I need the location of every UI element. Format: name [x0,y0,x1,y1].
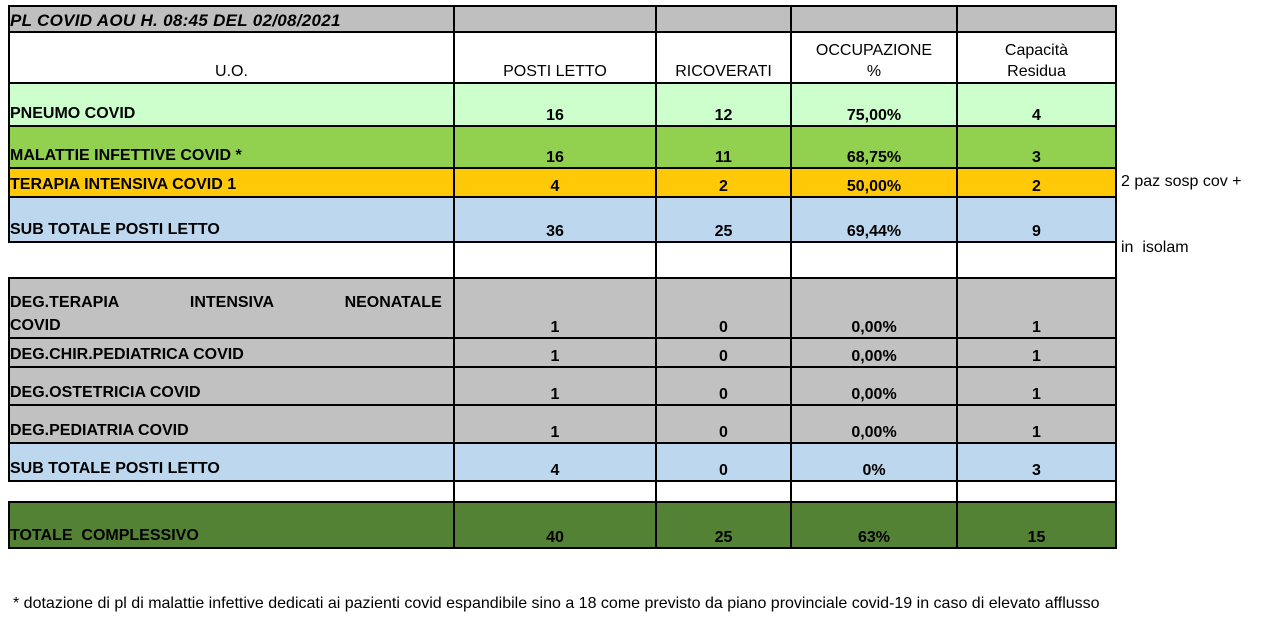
posti-letto-cell: 1 [453,366,657,406]
blank-cell [8,480,455,503]
table-row-ostetricia: DEG.OSTETRICIA COVID 1 0 0,00% 1 [8,366,1117,406]
column-header-capacita: Capacità Residua [956,31,1117,84]
uo-cell: DEG.PEDIATRIA COVID [8,404,455,444]
blank-cell [453,241,657,279]
capacita-cell: 15 [956,501,1117,549]
column-header-uo: U.O. [8,31,455,84]
posti-letto-cell: 1 [453,277,657,339]
capacita-cell: 2 [956,167,1117,198]
covid-beds-table: PL COVID AOU H. 08:45 DEL 02/08/2021 U.O… [8,5,1117,549]
table-row-terapia-intensiva: TERAPIA INTENSIVA COVID 1 4 2 50,00% 2 [8,167,1117,198]
capacita-cell: 3 [956,442,1117,482]
occupazione-cell: 0% [790,442,958,482]
capacita-cell: 4 [956,82,1117,127]
posti-letto-cell: 1 [453,404,657,444]
uo-cell: TOTALE COMPLESSIVO [8,501,455,549]
side-note-line2: in isolam [1121,239,1189,256]
posti-letto-cell: 16 [453,82,657,127]
ricoverati-cell: 25 [655,196,792,243]
ricoverati-cell: 12 [655,82,792,127]
blank-cell [790,241,958,279]
title-spacer-cell [956,5,1117,33]
uo-cell: TERAPIA INTENSIVA COVID 1 [8,167,455,198]
title-spacer-cell [790,5,958,33]
occupazione-cell: 50,00% [790,167,958,198]
capacita-header-line1: Capacità [1004,42,1069,59]
title-spacer-cell [655,5,792,33]
table-row-chir-pediatrica: DEG.CHIR.PEDIATRICA COVID 1 0 0,00% 1 [8,337,1117,368]
occupazione-cell: 0,00% [790,404,958,444]
uo-cell: PNEUMO COVID [8,82,455,127]
occupazione-cell: 0,00% [790,337,958,368]
blank-cell [453,480,657,503]
title-spacer-cell [453,5,657,33]
uo-cell: DEG.TERAPIA INTENSIVA NEONATALE COVID [8,277,455,339]
side-note: 2 paz sosp cov + in isolam [1121,127,1267,281]
spacer-row [8,241,1117,279]
occupazione-header-line1: OCCUPAZIONE [815,42,933,59]
posti-letto-cell: 40 [453,501,657,549]
table-row-pneumo-covid: PNEUMO COVID 16 12 75,00% 4 [8,82,1117,127]
capacita-cell: 1 [956,404,1117,444]
ricoverati-cell: 25 [655,501,792,549]
spacer-row [8,480,1117,503]
occupazione-header-line2: % [866,63,882,80]
ricoverati-cell: 11 [655,125,792,169]
capacita-cell: 1 [956,366,1117,406]
uo-cell: SUB TOTALE POSTI LETTO [8,196,455,243]
blank-cell [956,241,1117,279]
ricoverati-cell: 0 [655,404,792,444]
posti-letto-cell: 36 [453,196,657,243]
column-header-posti-letto: POSTI LETTO [453,31,657,84]
table-row-malattie-infettive: MALATTIE INFETTIVE COVID * 16 11 68,75% … [8,125,1117,169]
occupazione-cell: 75,00% [790,82,958,127]
blank-cell [790,480,958,503]
uo-cell: DEG.OSTETRICIA COVID [8,366,455,406]
table-row-pediatria: DEG.PEDIATRIA COVID 1 0 0,00% 1 [8,404,1117,444]
column-header-ricoverati: RICOVERATI [655,31,792,84]
blank-cell [655,480,792,503]
column-header-occupazione: OCCUPAZIONE % [790,31,958,84]
occupazione-cell: 0,00% [790,277,958,339]
capacita-cell: 3 [956,125,1117,169]
blank-cell [956,480,1117,503]
capacita-cell: 9 [956,196,1117,243]
posti-letto-cell: 4 [453,167,657,198]
side-note-line1: 2 paz sosp cov + [1121,173,1242,190]
uo-cell: DEG.CHIR.PEDIATRICA COVID [8,337,455,368]
posti-letto-cell: 16 [453,125,657,169]
ricoverati-cell: 0 [655,366,792,406]
header-row: U.O. POSTI LETTO RICOVERATI OCCUPAZIONE … [8,31,1117,84]
occupazione-cell: 63% [790,501,958,549]
ricoverati-cell: 0 [655,277,792,339]
ricoverati-cell: 0 [655,337,792,368]
ricoverati-cell: 0 [655,442,792,482]
table-row-totale-complessivo: TOTALE COMPLESSIVO 40 25 63% 15 [8,501,1117,549]
footnote: * dotazione di pl di malattie infettive … [13,595,1100,612]
uo-cell: MALATTIE INFETTIVE COVID * [8,125,455,169]
capacita-header-line2: Residua [1007,63,1066,80]
occupazione-cell: 69,44% [790,196,958,243]
posti-letto-cell: 4 [453,442,657,482]
uo-cell: SUB TOTALE POSTI LETTO [8,442,455,482]
table-row-subtotale-2: SUB TOTALE POSTI LETTO 4 0 0% 3 [8,442,1117,482]
ricoverati-cell: 2 [655,167,792,198]
table-row-subtotale-1: SUB TOTALE POSTI LETTO 36 25 69,44% 9 [8,196,1117,243]
blank-cell [655,241,792,279]
occupazione-cell: 68,75% [790,125,958,169]
occupazione-cell: 0,00% [790,366,958,406]
title-row: PL COVID AOU H. 08:45 DEL 02/08/2021 [8,5,1117,33]
blank-cell [8,241,455,279]
report-title: PL COVID AOU H. 08:45 DEL 02/08/2021 [8,5,455,33]
table-row-terapia-neonatale: DEG.TERAPIA INTENSIVA NEONATALE COVID 1 … [8,277,1117,339]
capacita-cell: 1 [956,337,1117,368]
posti-letto-cell: 1 [453,337,657,368]
capacita-cell: 1 [956,277,1117,339]
